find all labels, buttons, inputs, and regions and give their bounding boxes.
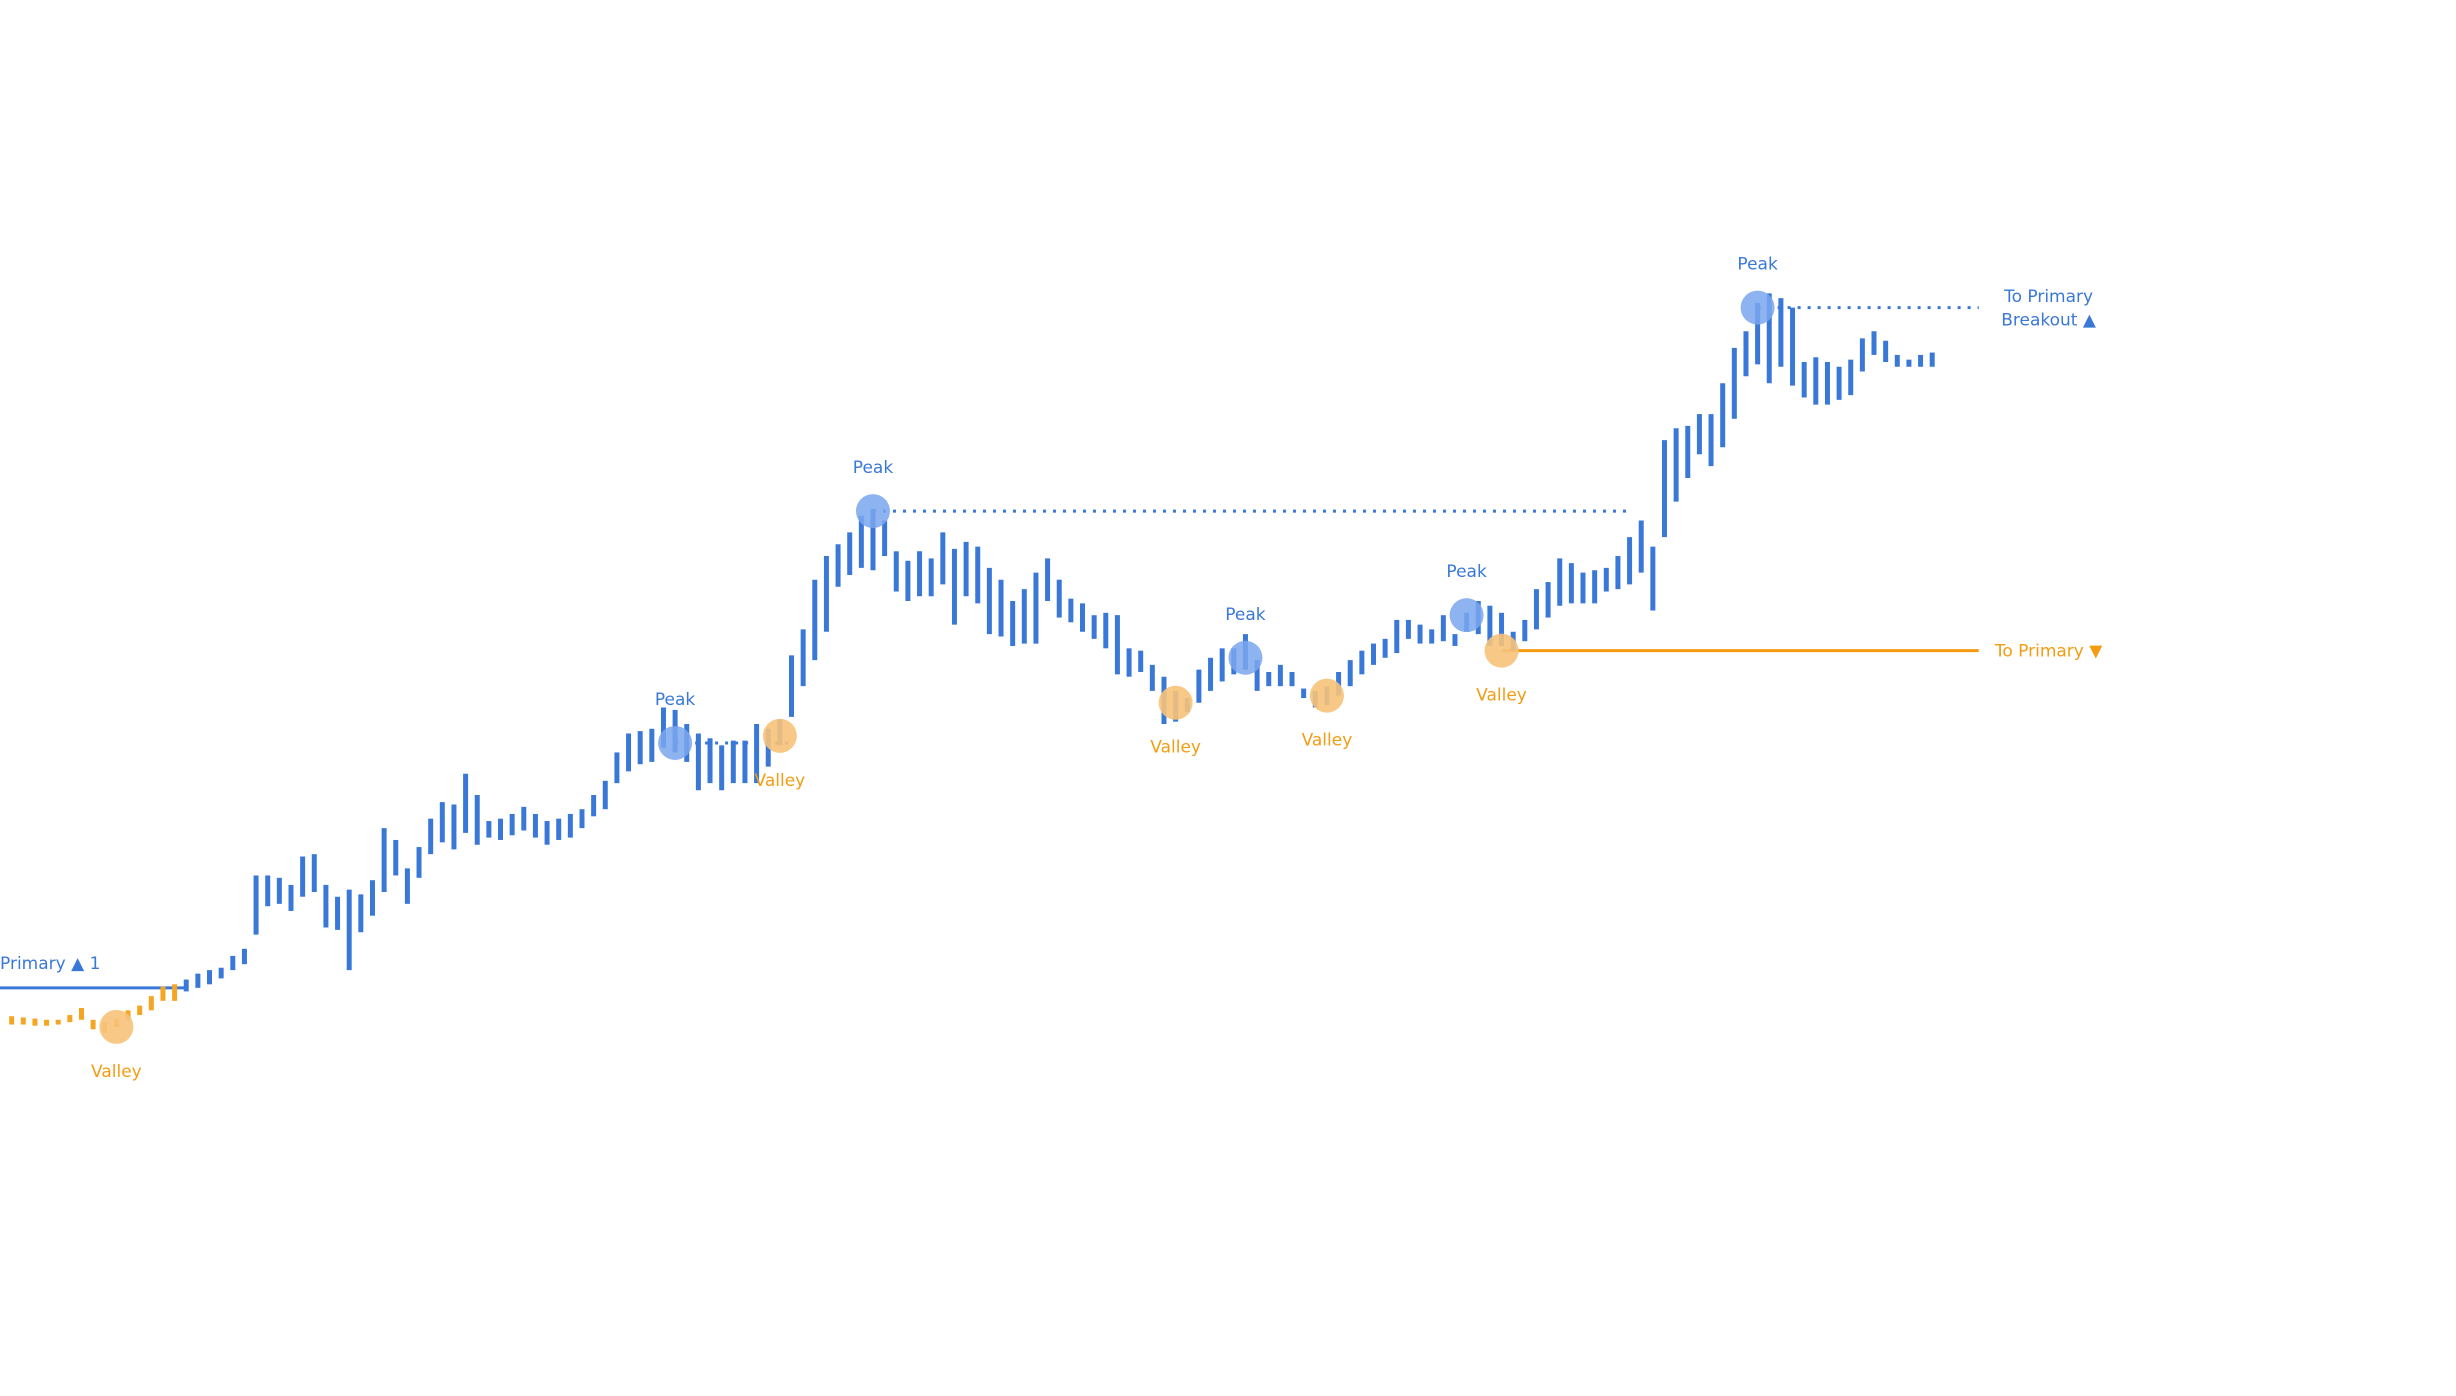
- price-bars: [9, 293, 1935, 1033]
- valley-marker-5: [1484, 633, 1519, 668]
- peak-marker-4: [1449, 598, 1484, 633]
- annotation-2: To Primary: [2003, 287, 2093, 307]
- peak-marker-5: [1740, 290, 1775, 325]
- valley-marker-2: [762, 718, 797, 753]
- valley-label-2: Valley: [755, 771, 806, 791]
- valley-marker-4: [1309, 678, 1344, 713]
- peak-label-3: Peak: [1225, 605, 1266, 625]
- peak-marker-3: [1228, 640, 1263, 675]
- valley-marker-1: [99, 1009, 134, 1044]
- valley-label-1: Valley: [91, 1062, 142, 1082]
- level-lines: [0, 306, 1979, 990]
- chart-labels: Peak Peak Peak Peak Peak Valley Valley Valley Va…: [0, 255, 2103, 1082]
- peak-marker-2: [855, 494, 890, 529]
- valley-marker-3: [1158, 685, 1193, 720]
- annotation-1: Primary ▲ 1: [0, 954, 100, 974]
- peak-valley-markers: [99, 290, 1775, 1044]
- annotation-4: To Primary ▼: [1994, 642, 2103, 662]
- valley-label-5: Valley: [1476, 686, 1527, 706]
- valley-label-3: Valley: [1150, 738, 1201, 758]
- valley-label-4: Valley: [1302, 731, 1353, 751]
- peak-label-5: Peak: [1737, 255, 1778, 275]
- peak-label-4: Peak: [1446, 562, 1487, 582]
- peak-marker-1: [658, 725, 693, 760]
- annotation-3: Breakout ▲: [2001, 310, 2097, 330]
- peak-label-2: Peak: [853, 458, 894, 478]
- peak-label-1: Peak: [655, 690, 696, 710]
